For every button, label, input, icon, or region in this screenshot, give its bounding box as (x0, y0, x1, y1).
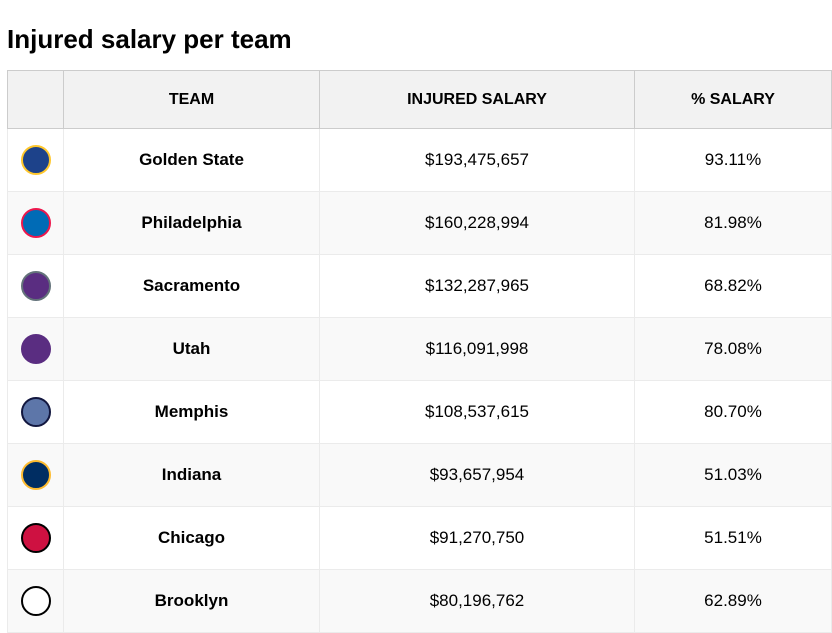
table-row[interactable]: Chicago $91,270,750 51.51% (7, 506, 832, 570)
table-row[interactable]: Philadelphia $160,228,994 81.98% (7, 191, 832, 255)
injured-salary: $108,537,615 (319, 380, 635, 444)
column-header-percent-salary[interactable]: % SALARY (634, 70, 832, 129)
memphis-logo-icon (20, 397, 51, 427)
team-name: Philadelphia (63, 191, 320, 255)
logo-cell (7, 506, 64, 570)
injured-salary: $160,228,994 (319, 191, 635, 255)
injured-salary: $193,475,657 (319, 128, 635, 192)
chicago-logo-icon (20, 523, 51, 553)
injured-salary: $132,287,965 (319, 254, 635, 318)
utah-logo-icon (20, 334, 51, 364)
percent-salary: 68.82% (634, 254, 832, 318)
table-row[interactable]: Indiana $93,657,954 51.03% (7, 443, 832, 507)
injured-salary: $116,091,998 (319, 317, 635, 381)
table-row[interactable]: Golden State $193,475,657 93.11% (7, 128, 832, 192)
team-name: Golden State (63, 128, 320, 192)
table-row[interactable]: Utah $116,091,998 78.08% (7, 317, 832, 381)
team-name: Chicago (63, 506, 320, 570)
table-row[interactable]: Brooklyn $80,196,762 62.89% (7, 569, 832, 633)
team-name: Memphis (63, 380, 320, 444)
logo-cell (7, 254, 64, 318)
column-header-injured-salary[interactable]: INJURED SALARY (319, 70, 635, 129)
logo-cell (7, 380, 64, 444)
logo-cell (7, 128, 64, 192)
injured-salary: $91,270,750 (319, 506, 635, 570)
percent-salary: 93.11% (634, 128, 832, 192)
logo-cell (7, 569, 64, 633)
team-name: Sacramento (63, 254, 320, 318)
indiana-logo-icon (20, 460, 51, 490)
table-row[interactable]: Memphis $108,537,615 80.70% (7, 380, 832, 444)
philadelphia-logo-icon (20, 208, 51, 238)
percent-salary: 62.89% (634, 569, 832, 633)
table-header: TEAM INJURED SALARY % SALARY (7, 70, 832, 129)
table-row[interactable]: Sacramento $132,287,965 68.82% (7, 254, 832, 318)
page-title: Injured salary per team (7, 24, 292, 54)
logo-cell (7, 191, 64, 255)
injured-salary-table: TEAM INJURED SALARY % SALARY Golden Stat… (7, 70, 832, 633)
sacramento-logo-icon (20, 271, 51, 301)
team-name: Indiana (63, 443, 320, 507)
team-name: Brooklyn (63, 569, 320, 633)
column-header-team[interactable]: TEAM (63, 70, 320, 129)
column-header-logo[interactable] (7, 70, 64, 129)
percent-salary: 51.51% (634, 506, 832, 570)
percent-salary: 81.98% (634, 191, 832, 255)
percent-salary: 51.03% (634, 443, 832, 507)
injured-salary: $80,196,762 (319, 569, 635, 633)
injured-salary: $93,657,954 (319, 443, 635, 507)
logo-cell (7, 443, 64, 507)
percent-salary: 78.08% (634, 317, 832, 381)
golden-state-logo-icon (20, 145, 51, 175)
logo-cell (7, 317, 64, 381)
percent-salary: 80.70% (634, 380, 832, 444)
team-name: Utah (63, 317, 320, 381)
